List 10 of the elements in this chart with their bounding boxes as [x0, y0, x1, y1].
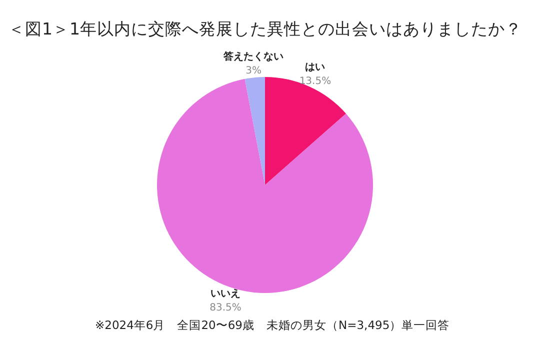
chart-title: ＜図1＞1年以内に交際へ発展した異性との出会いはありましたか？	[8, 20, 522, 38]
slice-label: はい	[305, 62, 326, 73]
pie-slice	[244, 77, 265, 185]
slice-label: いいえ	[210, 288, 240, 300]
data-label: 3%	[246, 66, 262, 77]
pie-slice	[265, 77, 346, 185]
slice-label: 答えたくない	[222, 50, 284, 63]
text: ※2024年6月 全国20〜69歳 未婚の男女（N=3,495）単一回答	[95, 318, 450, 333]
data-label: 13.5%	[299, 76, 332, 87]
data-label: 83.5%	[210, 302, 242, 314]
